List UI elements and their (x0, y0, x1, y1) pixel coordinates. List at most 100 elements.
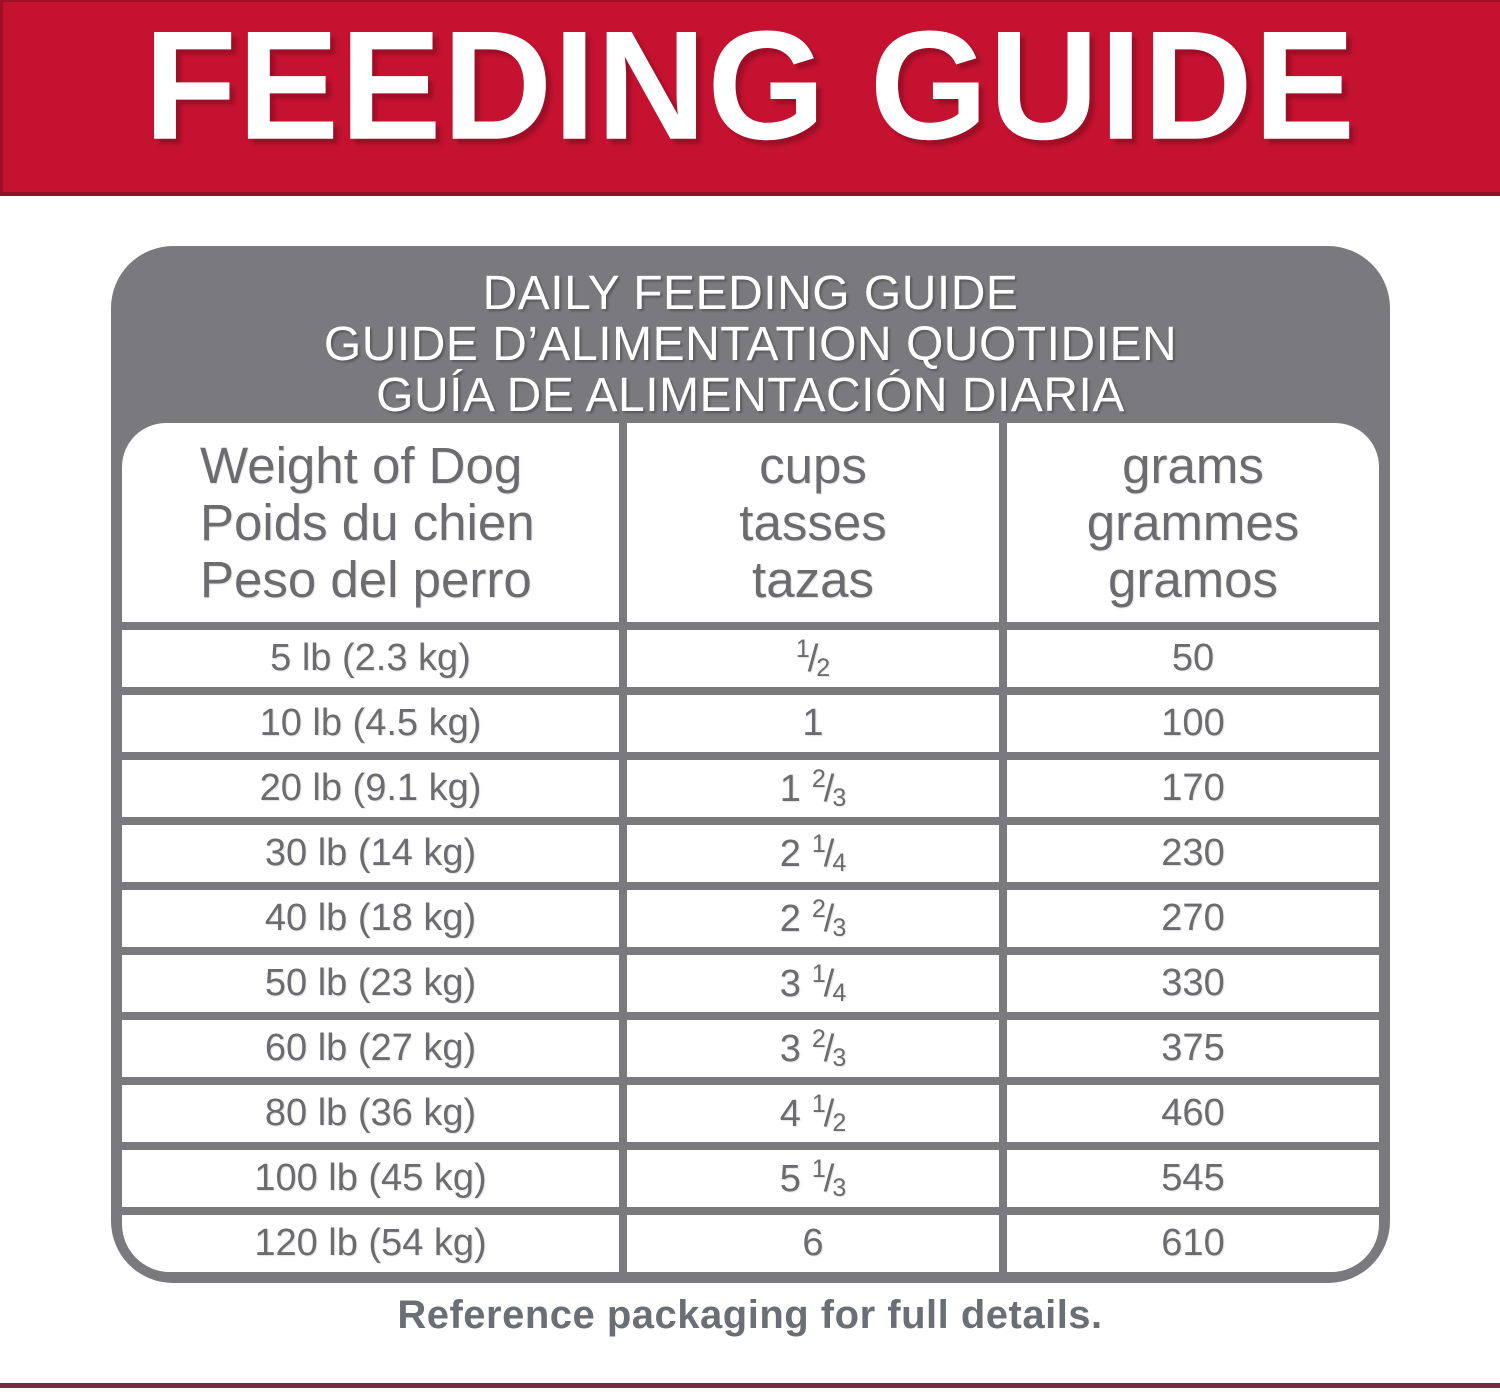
cups-cell: 5 1/3 (627, 1150, 999, 1207)
fraction-slash: / (823, 1092, 835, 1135)
cups-whole: 3 (779, 962, 801, 1005)
header-line: Peso del perro (200, 551, 532, 608)
grams-value: 330 (1161, 962, 1225, 1004)
grams-cell: 375 (1007, 1020, 1379, 1077)
cups-value: 5 1/3 (780, 1155, 847, 1203)
fraction-slash: / (807, 637, 819, 680)
fraction-slash: / (823, 1027, 835, 1070)
weight-value: 5 lb (2.3 kg) (270, 637, 471, 679)
header-line: tasses (739, 494, 887, 551)
cups-whole: 2 (779, 897, 801, 940)
feeding-guide-banner: FEEDING GUIDE (0, 0, 1500, 196)
weight-value: 100 lb (45 kg) (254, 1157, 487, 1199)
header-line: gramos (1107, 551, 1279, 608)
cups-cell: 1 2/3 (627, 760, 999, 817)
weight-cell: 30 lb (14 kg) (122, 825, 619, 882)
cups-value: 2 2/3 (780, 895, 847, 943)
cups-value: 1/2 (796, 635, 830, 683)
cups-fraction-numerator: 2 (811, 1024, 826, 1053)
footer-note: Reference packaging for full details. (397, 1293, 1103, 1337)
cups-fraction-numerator: 1 (811, 1089, 826, 1118)
header-line: grammes (1086, 494, 1300, 551)
cups-fraction-numerator: 1 (811, 959, 826, 988)
daily-feeding-guide-card: DAILY FEEDING GUIDE GUIDE D’ALIMENTATION… (111, 246, 1390, 1283)
weight-value: 80 lb (36 kg) (264, 1092, 477, 1134)
cups-fraction-numerator: 2 (811, 764, 826, 793)
fraction-slash: / (823, 962, 835, 1005)
cups-cell: 1/2 (627, 630, 999, 687)
weight-value: 30 lb (14 kg) (264, 832, 477, 874)
cups-fraction-denominator: 2 (816, 653, 831, 682)
cups-fraction-denominator: 3 (832, 1173, 847, 1202)
fraction-slash: / (823, 897, 835, 940)
column-header-grams: grams grammes gramos (1007, 423, 1379, 622)
cups-cell: 4 1/2 (627, 1085, 999, 1142)
cups-whole: 1 (802, 702, 824, 744)
bottom-divider-line (0, 1383, 1500, 1388)
weight-cell: 20 lb (9.1 kg) (122, 760, 619, 817)
grams-cell: 545 (1007, 1150, 1379, 1207)
header-line: Weight of Dog (200, 437, 523, 494)
cups-whole: 1 (779, 767, 801, 810)
fraction-slash: / (823, 1157, 835, 1200)
fraction-slash: / (823, 832, 835, 875)
weight-value: 40 lb (18 kg) (264, 897, 477, 939)
weight-cell: 10 lb (4.5 kg) (122, 695, 619, 752)
cups-fraction-denominator: 3 (832, 1043, 847, 1072)
weight-cell: 60 lb (27 kg) (122, 1020, 619, 1077)
grams-cell: 100 (1007, 695, 1379, 752)
cups-value: 3 2/3 (780, 1025, 847, 1073)
cups-value: 2 1/4 (780, 830, 847, 878)
cups-fraction-denominator: 4 (832, 978, 847, 1007)
cups-cell: 2 2/3 (627, 890, 999, 947)
column-header-cups: cups tasses tazas (627, 423, 999, 622)
cups-whole: 3 (779, 1027, 801, 1070)
grams-cell: 610 (1007, 1215, 1379, 1272)
feeding-guide-title: FEEDING GUIDE (143, 0, 1357, 173)
grams-value: 170 (1161, 767, 1225, 809)
weight-value: 120 lb (54 kg) (254, 1222, 487, 1264)
weight-value: 50 lb (23 kg) (264, 962, 477, 1004)
cups-cell: 6 (627, 1215, 999, 1272)
cups-value: 6 (802, 1222, 823, 1265)
cups-whole: 5 (779, 1157, 801, 1200)
column-header-weight: Weight of Dog Poids du chien Peso del perr… (122, 423, 619, 622)
grams-value: 50 (1171, 637, 1215, 679)
cups-fraction-numerator: 1 (795, 634, 810, 663)
grams-value: 545 (1161, 1157, 1225, 1199)
header-line: Poids du chien (200, 494, 535, 551)
weight-value: 60 lb (27 kg) (264, 1027, 477, 1069)
grams-cell: 170 (1007, 760, 1379, 817)
header-line: cups (759, 437, 867, 494)
cups-fraction-numerator: 2 (811, 894, 826, 923)
grams-cell: 330 (1007, 955, 1379, 1012)
cups-cell: 1 (627, 695, 999, 752)
daily-feeding-guide-heading: DAILY FEEDING GUIDE GUIDE D’ALIMENTATION… (111, 268, 1390, 421)
grams-cell: 50 (1007, 630, 1379, 687)
cups-fraction-numerator: 1 (811, 1154, 826, 1183)
cups-value: 1 (802, 702, 823, 745)
cups-fraction-numerator: 1 (811, 829, 826, 858)
heading-line-french: GUIDE D’ALIMENTATION QUOTIDIEN (323, 318, 1178, 371)
weight-cell: 40 lb (18 kg) (122, 890, 619, 947)
fraction-slash: / (823, 767, 835, 810)
header-line: tazas (752, 551, 874, 608)
cups-fraction-denominator: 4 (832, 848, 847, 877)
cups-fraction-denominator: 3 (832, 913, 847, 942)
weight-value: 20 lb (9.1 kg) (259, 767, 482, 809)
cups-whole: 4 (779, 1092, 801, 1135)
cups-value: 1 2/3 (780, 765, 847, 813)
grams-value: 100 (1161, 702, 1225, 744)
weight-cell: 80 lb (36 kg) (122, 1085, 619, 1142)
grams-value: 270 (1161, 897, 1225, 939)
header-line: grams (1122, 437, 1264, 494)
cups-cell: 2 1/4 (627, 825, 999, 882)
weight-value: 10 lb (4.5 kg) (259, 702, 482, 744)
weight-cell: 5 lb (2.3 kg) (122, 630, 619, 687)
cups-whole: 6 (802, 1222, 824, 1264)
weight-cell: 50 lb (23 kg) (122, 955, 619, 1012)
feeding-table: Weight of Dog Poids du chien Peso del perr… (122, 423, 1379, 1272)
grams-cell: 460 (1007, 1085, 1379, 1142)
grams-value: 230 (1161, 832, 1225, 874)
